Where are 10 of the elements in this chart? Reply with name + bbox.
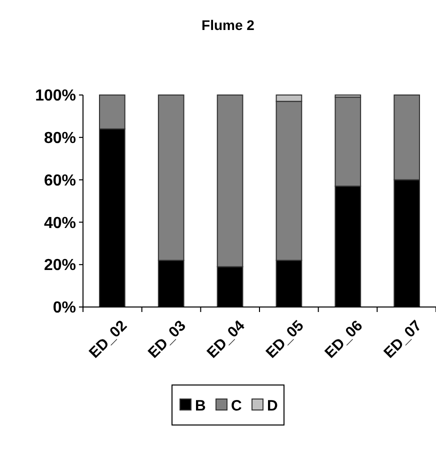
y-tick-label: 60% [44,172,76,190]
chart-title: Flume 2 [202,17,255,33]
y-tick-label: 40% [44,214,76,232]
legend-label: B [195,397,206,414]
y-tick-label: 0% [52,300,76,317]
legend-label: D [267,397,278,414]
y-tick-label: 100% [35,88,76,105]
y-tick-label: 20% [44,257,76,274]
y-tick-label: 80% [44,130,76,147]
legend-label: C [231,397,242,414]
